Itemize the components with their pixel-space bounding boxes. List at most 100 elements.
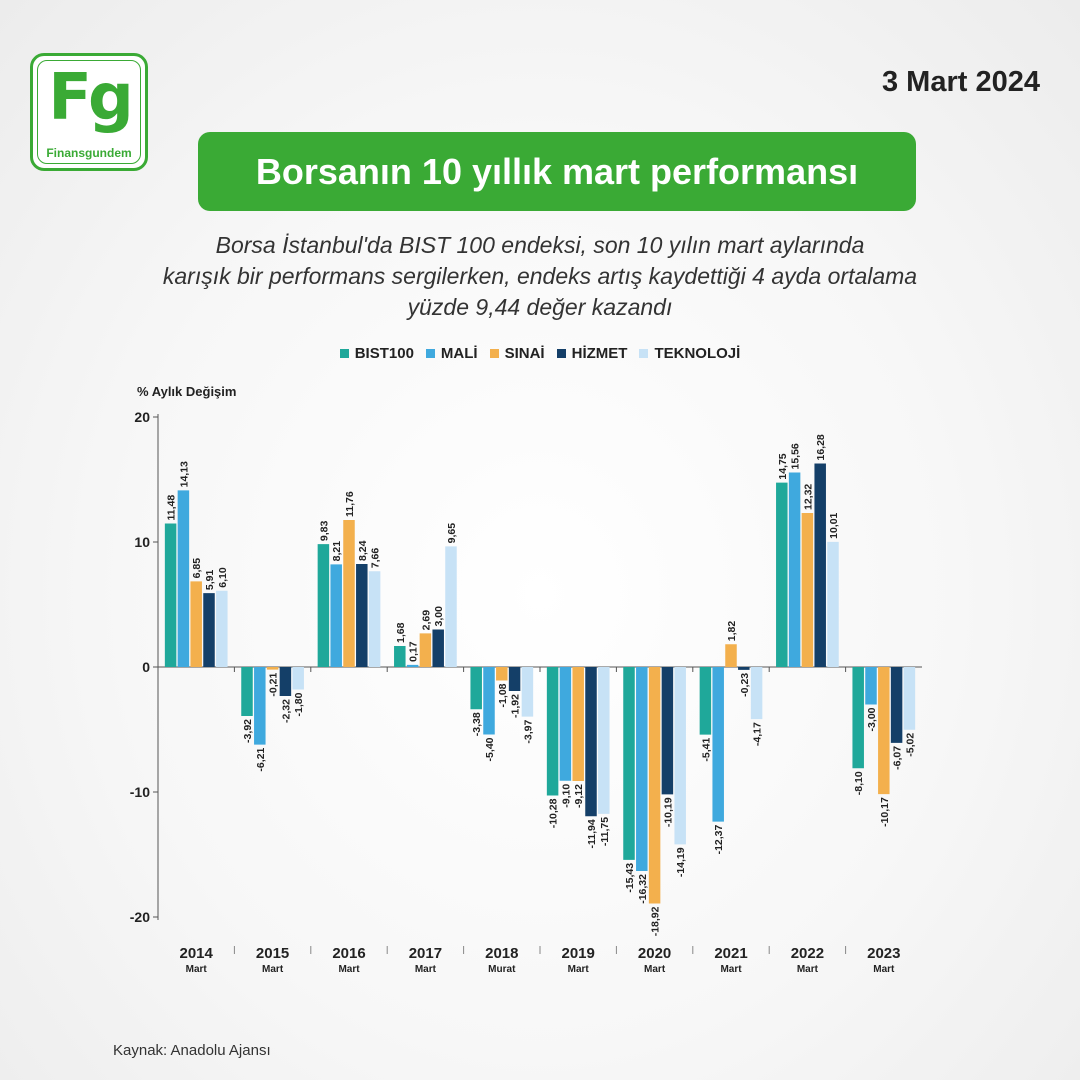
data-label: 8,21 (331, 541, 343, 562)
x-category-label: 2022 (791, 945, 824, 962)
data-label: 1,82 (726, 621, 738, 642)
y-tick-label: 0 (142, 659, 150, 675)
bar (343, 520, 355, 667)
legend-swatch (489, 349, 499, 358)
bar (572, 667, 584, 781)
x-category-sublabel: Mart (262, 964, 284, 975)
bar (356, 564, 368, 667)
bar (585, 667, 597, 817)
bar (266, 667, 279, 670)
data-label: -3,97 (522, 719, 534, 743)
data-label: -11,75 (599, 817, 611, 846)
data-label: 3,00 (433, 606, 445, 627)
x-category-label: 2014 (180, 945, 214, 962)
data-label: 11,48 (166, 495, 178, 521)
bar (216, 590, 228, 667)
bar (496, 667, 508, 681)
bar (674, 667, 686, 845)
bar (661, 667, 674, 795)
x-category-label: 2023 (867, 945, 900, 962)
y-tick-label: -20 (130, 909, 150, 925)
data-label: -14,19 (675, 847, 687, 877)
bar (598, 667, 610, 814)
x-category-label: 2017 (409, 945, 442, 962)
data-label: -9,12 (573, 784, 585, 808)
subtitle-line: yüzde 9,44 değer kazandı (407, 294, 673, 320)
bar (241, 667, 253, 716)
data-label: -10,17 (879, 797, 891, 827)
bar (623, 667, 635, 860)
bar (712, 667, 724, 822)
legend-swatch (639, 349, 649, 358)
data-label: -2,32 (280, 699, 292, 723)
logo-frame (37, 60, 141, 164)
bar (636, 667, 648, 871)
data-label: -3,92 (242, 719, 254, 743)
legend-label: HİZMET (571, 345, 628, 362)
bar (738, 667, 750, 670)
bar (827, 541, 839, 667)
data-label: -11,94 (586, 819, 598, 848)
bar (292, 667, 304, 690)
legend-label: TEKNOLOJİ (654, 345, 741, 362)
bar (164, 523, 177, 667)
data-label: -9,10 (560, 784, 572, 808)
legend-swatch (425, 349, 435, 358)
x-category-sublabel: Mart (720, 964, 742, 975)
bar (317, 544, 330, 667)
x-category-sublabel: Mart (338, 964, 360, 975)
legend-label: BIST100 (354, 345, 414, 362)
x-category-sublabel: Murat (488, 964, 516, 975)
legend-item: BIST100 (339, 345, 414, 362)
data-label: -15,43 (624, 863, 636, 893)
bar (725, 644, 737, 667)
legend-swatch (339, 349, 349, 358)
finansgundem-logo: Fg Finansgundem (30, 53, 148, 171)
data-label: 6,85 (191, 558, 203, 579)
legend-item: MALİ (425, 345, 478, 362)
data-label: 9,83 (318, 521, 330, 542)
data-label: -1,08 (497, 683, 509, 707)
data-label: 6,10 (217, 567, 229, 588)
bar (750, 667, 763, 720)
data-label: -3,00 (866, 707, 878, 731)
data-label: -5,40 (484, 737, 496, 761)
legend-label: SINAİ (504, 345, 545, 362)
data-label: 14,13 (178, 461, 190, 487)
data-label: -5,02 (904, 733, 916, 757)
x-category-label: 2015 (256, 945, 289, 962)
title-banner: Borsanın 10 yıllık mart performansı (198, 132, 916, 211)
bar (890, 667, 903, 743)
data-label: -6,07 (892, 746, 904, 770)
x-category-label: 2018 (485, 945, 518, 962)
logo-text: Finansgundem (46, 146, 132, 160)
bar (483, 667, 495, 735)
data-label: 11,76 (344, 491, 356, 517)
x-category-sublabel: Mart (644, 964, 666, 975)
data-label: 12,32 (802, 484, 814, 510)
x-category-label: 2019 (562, 945, 595, 962)
data-label: -8,10 (853, 771, 865, 795)
y-axis-title: % Aylık Değişim (137, 384, 237, 399)
source-note: Kaynak: Anadolu Ajansı (113, 1042, 271, 1059)
data-label: 10,01 (828, 512, 840, 538)
data-label: 5,91 (204, 570, 216, 591)
subtitle-line: karışık bir performans sergilerken, ende… (162, 263, 918, 289)
x-category-sublabel: Mart (873, 964, 895, 975)
chart-legend: BIST100 MALİ SINAİ HİZMET TEKNOLOJİ (0, 345, 1080, 362)
bar (254, 667, 266, 745)
y-tick-label: -10 (130, 784, 150, 800)
bar (801, 513, 814, 667)
x-category-label: 2016 (332, 945, 365, 962)
legend-label: MALİ (440, 345, 478, 362)
bar (432, 629, 444, 667)
publish-date: 3 Mart 2024 (882, 66, 1040, 98)
data-label: -0,23 (739, 673, 751, 697)
x-category-sublabel: Mart (797, 964, 819, 975)
x-category-label: 2020 (638, 945, 671, 962)
bar (814, 463, 826, 667)
bar (394, 646, 406, 667)
data-label: -10,28 (548, 798, 560, 828)
bar (776, 482, 788, 667)
bar (559, 667, 572, 781)
